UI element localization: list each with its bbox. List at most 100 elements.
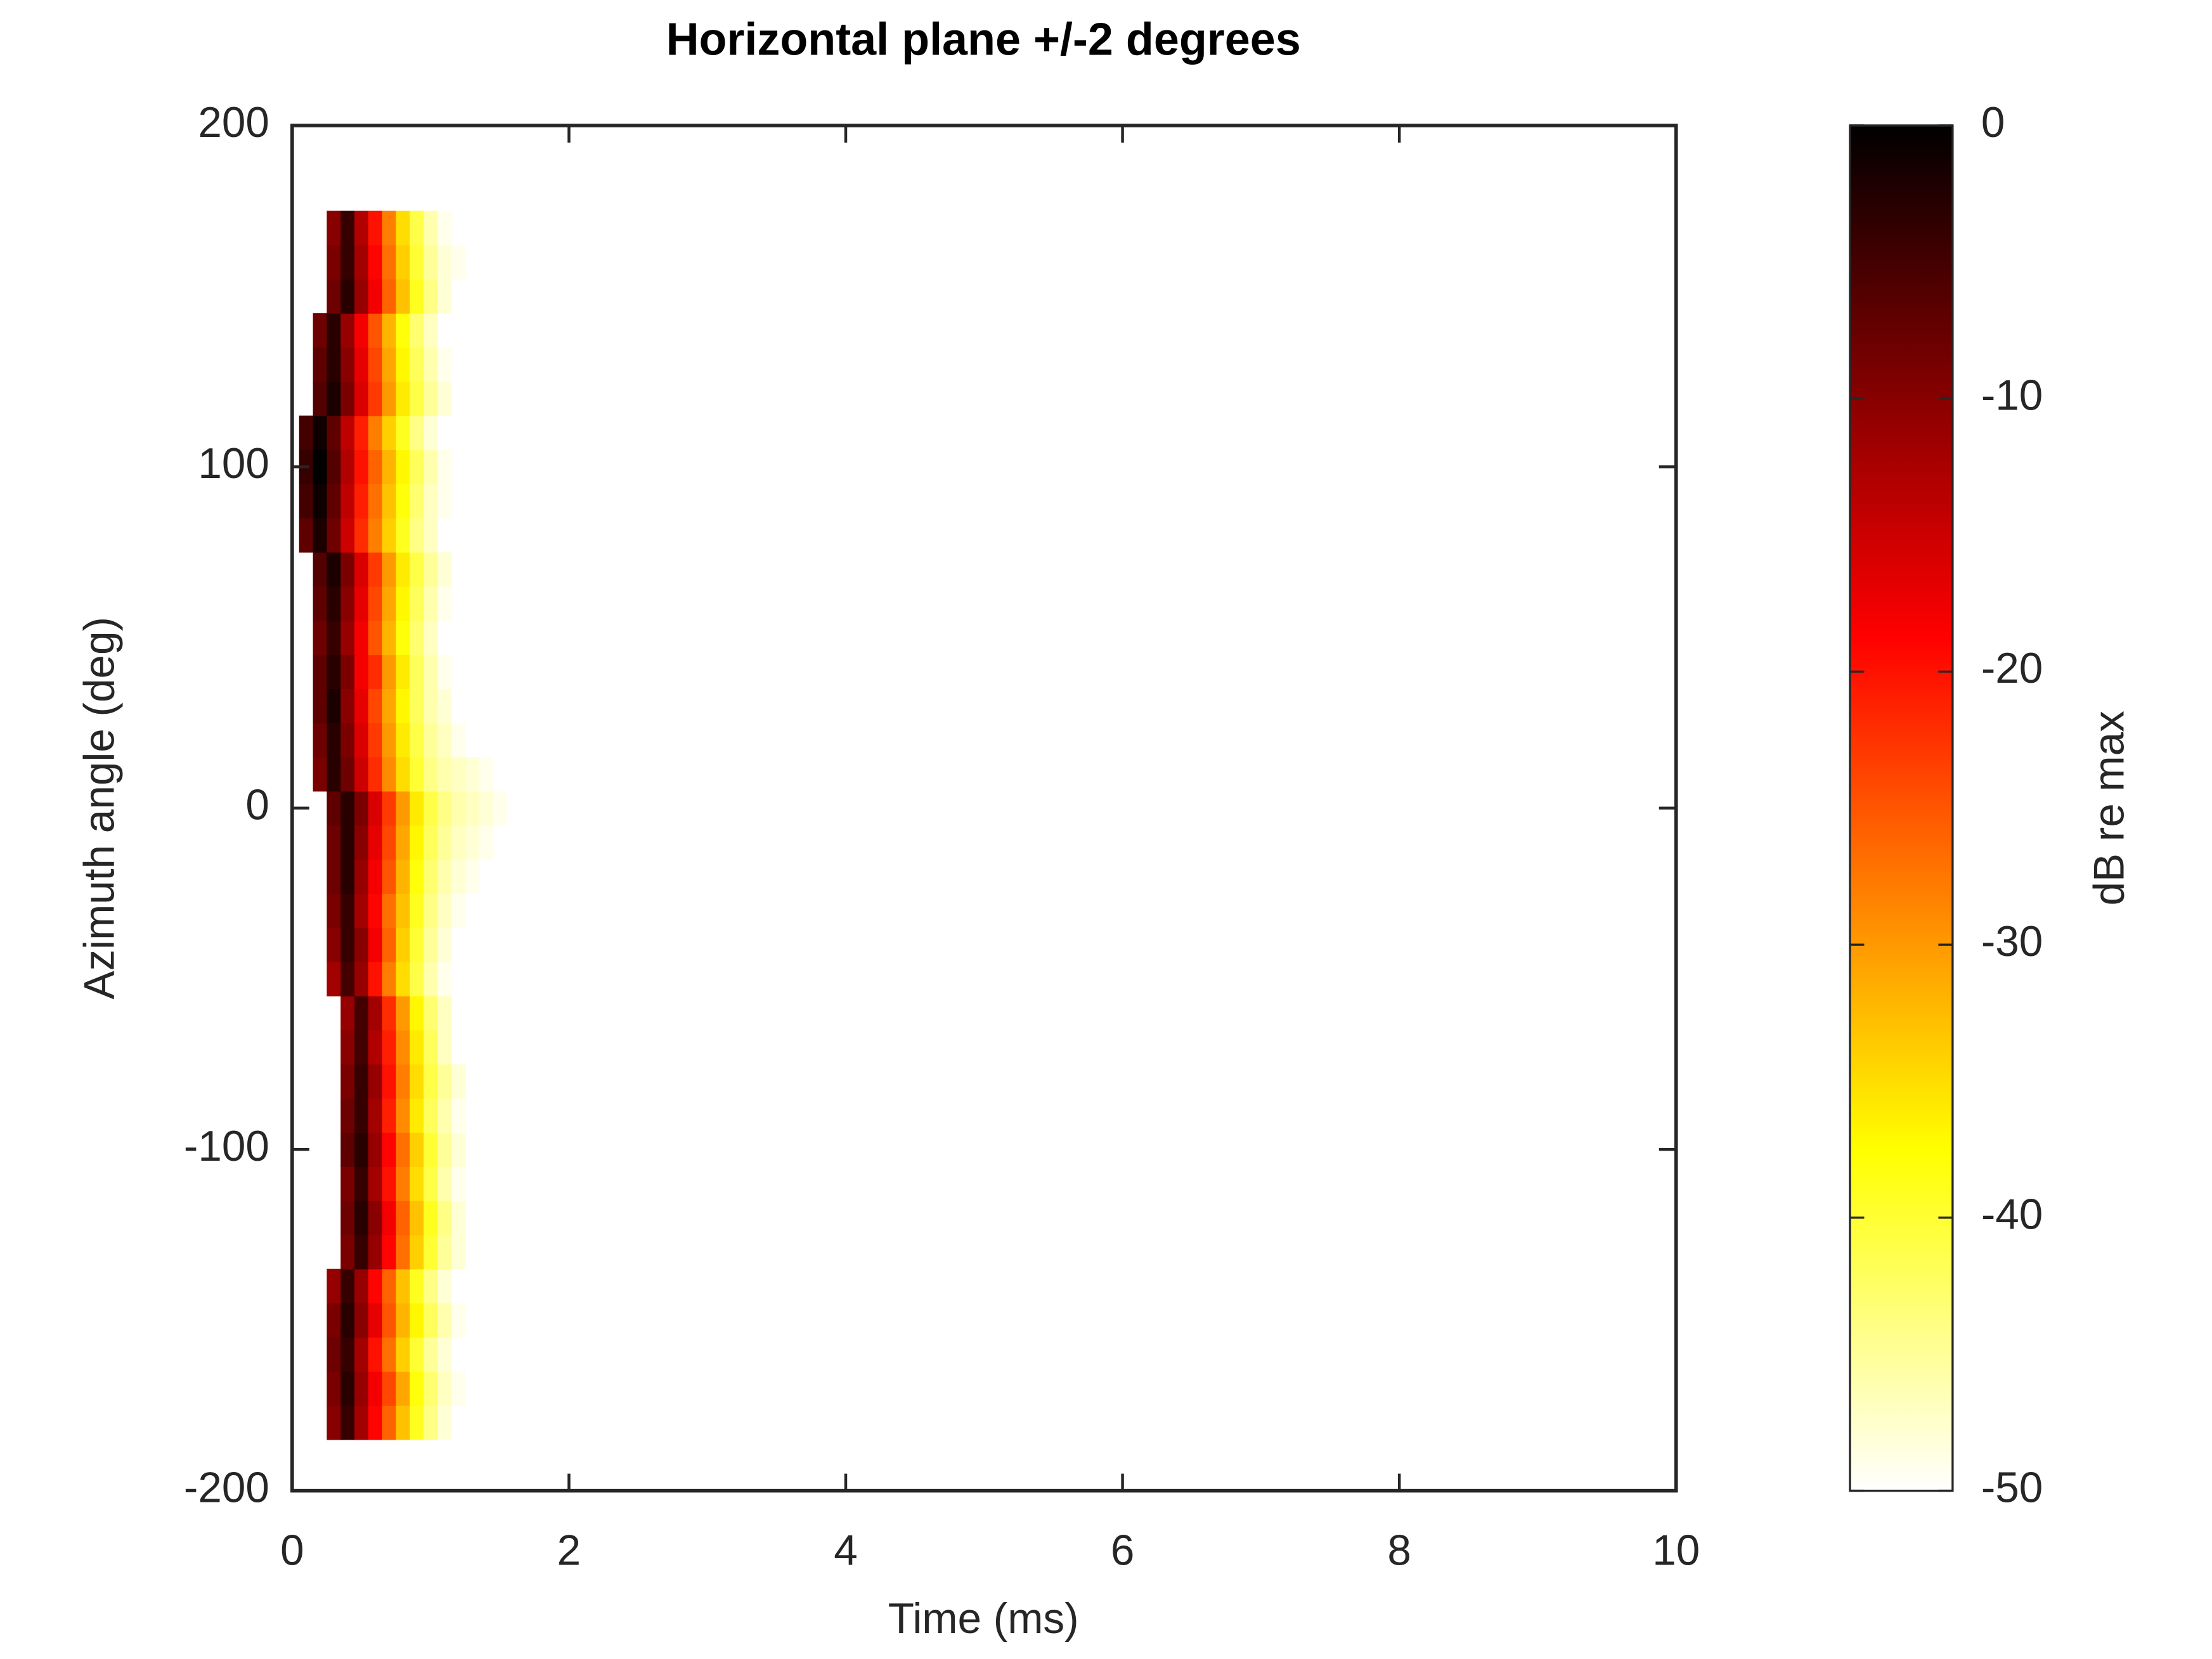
heatmap-cell: [410, 1098, 424, 1133]
heatmap-cell: [424, 313, 438, 348]
heatmap-cell: [410, 381, 424, 416]
heatmap-cell: [368, 279, 383, 314]
heatmap-cell: [354, 723, 369, 758]
y-tick-label: 100: [198, 440, 269, 487]
heatmap-cell: [313, 757, 328, 792]
heatmap-cell: [340, 791, 355, 826]
heatmap-cell: [340, 1098, 355, 1133]
heatmap-cell: [382, 1166, 397, 1201]
heatmap-cell: [368, 859, 383, 894]
heatmap-cell: [451, 1098, 466, 1133]
heatmap-cell: [437, 1132, 452, 1167]
heatmap-cell: [382, 245, 397, 280]
heatmap-cell: [340, 1405, 355, 1440]
heatmap-cell: [313, 381, 328, 416]
heatmap-cell: [424, 552, 438, 587]
heatmap-cell: [327, 484, 341, 519]
heatmap-cell: [396, 1371, 411, 1406]
heatmap-cell: [354, 825, 369, 860]
heatmap-cell: [327, 449, 341, 484]
heatmap-cell: [410, 1064, 424, 1099]
heatmap-cell: [327, 313, 341, 348]
heatmap-cell: [354, 381, 369, 416]
heatmap-cell: [368, 723, 383, 758]
heatmap-cell: [354, 757, 369, 792]
heatmap-cell: [313, 313, 328, 348]
heatmap-cell: [437, 1234, 452, 1270]
heatmap-cell: [424, 1405, 438, 1440]
heatmap-cell: [382, 210, 397, 246]
heatmap-cell: [382, 1200, 397, 1236]
heatmap-cell: [396, 757, 411, 792]
heatmap-cell: [424, 1371, 438, 1406]
heatmap-cell: [368, 245, 383, 280]
heatmap-cell: [382, 1371, 397, 1406]
heatmap-cell: [479, 757, 494, 792]
heatmap-cell: [396, 1303, 411, 1338]
heatmap-cell: [382, 1132, 397, 1167]
heatmap-cell: [424, 791, 438, 826]
heatmap-cell: [382, 313, 397, 348]
heatmap-cell: [396, 415, 411, 451]
heatmap-cell: [424, 1030, 438, 1065]
heatmap-cell: [382, 859, 397, 894]
heatmap-cell: [368, 1064, 383, 1099]
heatmap-cell: [340, 1064, 355, 1099]
heatmap-cell: [327, 791, 341, 826]
heatmap-cell: [340, 381, 355, 416]
heatmap-cell: [368, 1371, 383, 1406]
heatmap-cell: [410, 1371, 424, 1406]
x-tick-label: 10: [1652, 1527, 1700, 1574]
heatmap-cell: [340, 688, 355, 723]
heatmap-cell: [396, 723, 411, 758]
heatmap-cell: [437, 1200, 452, 1236]
heatmap-cell: [340, 586, 355, 621]
heatmap-cell: [382, 1337, 397, 1372]
heatmap-cell: [410, 313, 424, 348]
colorbar-tick-label: -10: [1981, 371, 2043, 419]
heatmap-cell: [396, 347, 411, 382]
heatmap-cell: [313, 688, 328, 723]
heatmap-cell: [340, 518, 355, 553]
heatmap-cell: [340, 1234, 355, 1270]
heatmap-cell: [437, 688, 452, 723]
heatmap-cell: [424, 688, 438, 723]
heatmap-cell: [354, 484, 369, 519]
heatmap-cell: [368, 552, 383, 587]
heatmap-cell: [340, 1030, 355, 1065]
colorbar-tick-label: -20: [1981, 645, 2043, 692]
heatmap-cell: [396, 552, 411, 587]
heatmap-cell: [327, 210, 341, 246]
heatmap-cell: [340, 1268, 355, 1304]
heatmap-cell: [368, 1098, 383, 1133]
heatmap-cell: [340, 484, 355, 519]
heatmap-cell: [368, 791, 383, 826]
heatmap-cell: [368, 484, 383, 519]
heatmap-cells: [299, 210, 507, 1440]
heatmap-cell: [354, 859, 369, 894]
heatmap-cell: [327, 962, 341, 997]
y-tick-label: -200: [184, 1464, 269, 1511]
heatmap-cell: [396, 210, 411, 246]
heatmap-cell: [382, 552, 397, 587]
heatmap-cell: [396, 927, 411, 962]
heatmap-cell: [465, 791, 480, 826]
heatmap-cell: [424, 1166, 438, 1201]
heatmap-cell: [424, 825, 438, 860]
heatmap-cell: [410, 484, 424, 519]
heatmap-cell: [340, 825, 355, 860]
x-tick-label: 2: [557, 1527, 581, 1574]
heatmap-cell: [424, 518, 438, 553]
heatmap-cell: [368, 1337, 383, 1372]
heatmap-cell: [479, 791, 494, 826]
heatmap-cell: [396, 791, 411, 826]
heatmap-cell: [354, 1303, 369, 1338]
heatmap-cell: [327, 723, 341, 758]
heatmap-cell: [354, 279, 369, 314]
heatmap-cell: [410, 723, 424, 758]
heatmap-cell: [396, 995, 411, 1031]
y-tick-label: 0: [245, 782, 269, 829]
heatmap-cell: [354, 1337, 369, 1372]
heatmap-cell: [424, 415, 438, 451]
x-tick-label: 0: [280, 1527, 304, 1574]
